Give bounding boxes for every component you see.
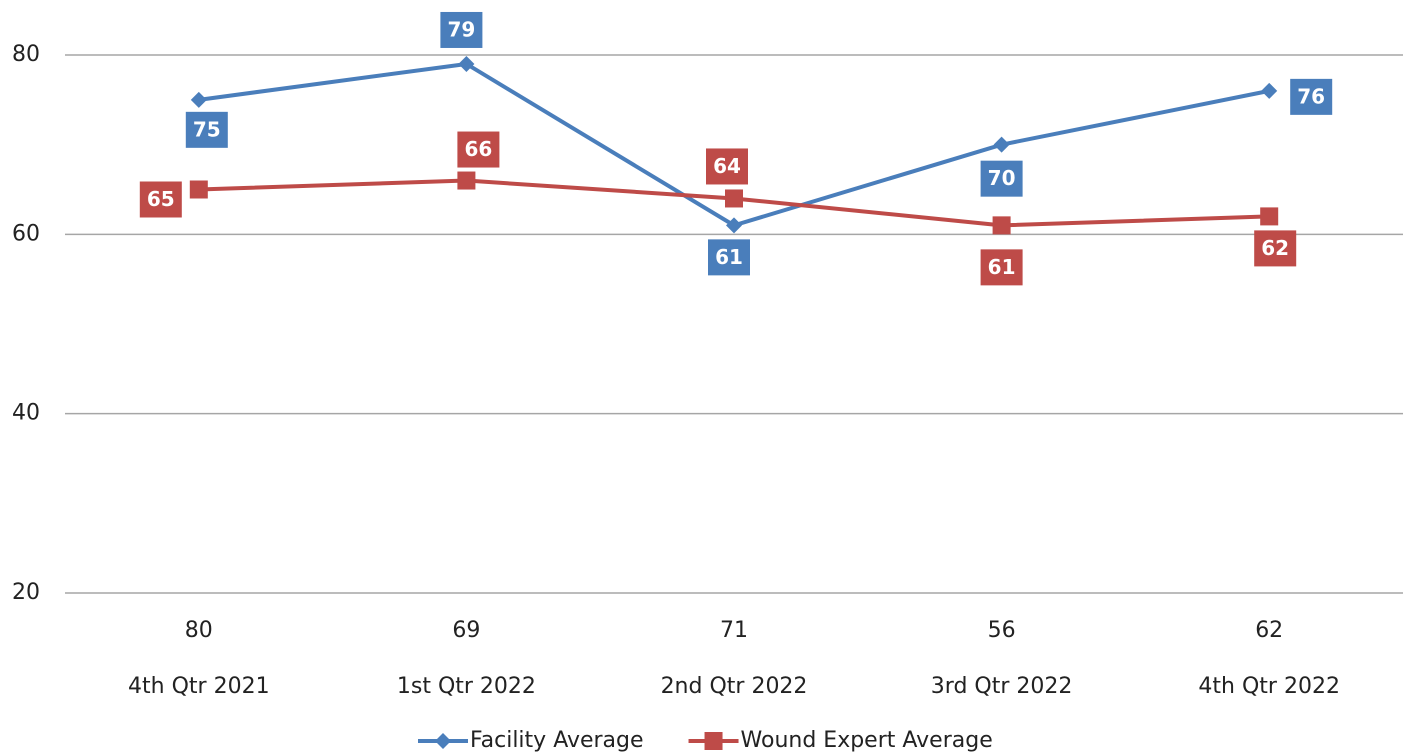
x-count-label: 69 bbox=[452, 618, 480, 643]
y-tick-label: 80 bbox=[12, 42, 40, 67]
marker bbox=[189, 180, 208, 199]
y-tick-label: 60 bbox=[12, 221, 40, 246]
data-label: 75 bbox=[193, 117, 221, 141]
x-tick-label: 2nd Qtr 2022 bbox=[661, 674, 808, 699]
marker bbox=[993, 136, 1010, 153]
data-label-box bbox=[1290, 78, 1333, 115]
legend-marker bbox=[435, 733, 451, 749]
x-count-label: 56 bbox=[988, 618, 1016, 643]
x-tick-label: 1st Qtr 2022 bbox=[397, 674, 536, 699]
x-count-label: 80 bbox=[185, 618, 213, 643]
x-tick-label: 3rd Qtr 2022 bbox=[931, 674, 1073, 699]
data-label: 62 bbox=[1261, 236, 1289, 260]
data-label: 79 bbox=[447, 17, 475, 41]
data-label: 65 bbox=[147, 187, 175, 211]
x-tick-label: 4th Qtr 2022 bbox=[1198, 674, 1340, 699]
data-label: 64 bbox=[713, 154, 741, 178]
data-label-box bbox=[139, 181, 182, 218]
data-label-box bbox=[708, 239, 750, 276]
data-label-box bbox=[706, 148, 748, 185]
data-label: 61 bbox=[988, 255, 1016, 279]
y-tick-label: 20 bbox=[12, 580, 40, 605]
marker bbox=[457, 171, 476, 190]
marker bbox=[458, 55, 475, 72]
marker bbox=[992, 216, 1011, 235]
x-tick-label: 4th Qtr 2021 bbox=[128, 674, 270, 699]
legend-label: Wound Expert Average bbox=[741, 728, 993, 753]
x-count-label: 62 bbox=[1255, 618, 1283, 643]
marker bbox=[1261, 82, 1278, 99]
y-tick-label: 40 bbox=[12, 401, 40, 426]
data-label-box bbox=[185, 111, 228, 148]
legend-label: Facility Average bbox=[470, 728, 644, 753]
data-label-box bbox=[457, 131, 500, 168]
series: 75 79 61 70 76 bbox=[185, 11, 1333, 276]
marker bbox=[1260, 207, 1279, 226]
legend-marker bbox=[704, 732, 723, 750]
data-label: 76 bbox=[1297, 84, 1325, 108]
data-label: 70 bbox=[988, 166, 1016, 190]
data-label: 61 bbox=[715, 245, 743, 269]
data-label-box bbox=[980, 249, 1023, 286]
x-count-label: 71 bbox=[720, 618, 748, 643]
data-label-box bbox=[980, 160, 1023, 197]
marker bbox=[725, 189, 743, 208]
marker bbox=[190, 91, 207, 108]
series: 65 66 64 61 62 bbox=[139, 131, 1297, 286]
marker bbox=[726, 217, 742, 234]
data-label-box bbox=[1254, 230, 1297, 267]
data-label-box bbox=[440, 11, 483, 48]
data-label: 66 bbox=[464, 137, 492, 161]
